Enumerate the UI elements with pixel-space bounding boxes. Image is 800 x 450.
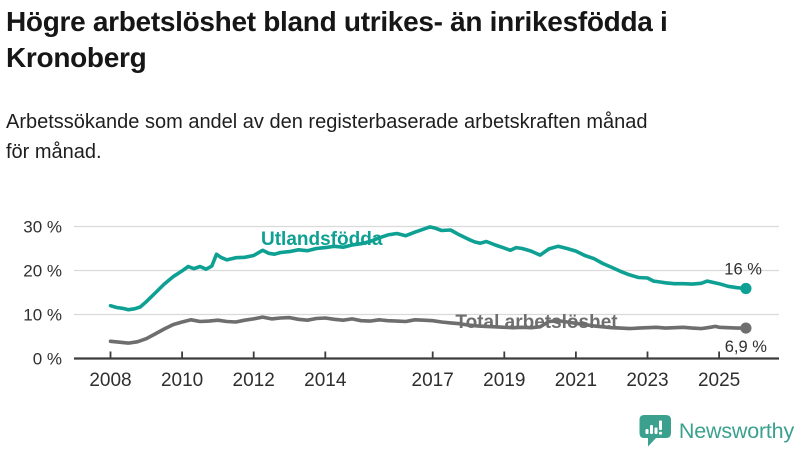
y-tick-label-20: 20 % <box>23 262 62 281</box>
y-tick-label-30: 30 % <box>23 218 62 237</box>
newsworthy-wordmark: Newsworthy <box>678 418 794 443</box>
series-label-total: Total arbetslöshet <box>455 312 618 333</box>
x-tick-label-2025: 2025 <box>698 370 740 391</box>
x-tick-label-2012: 2012 <box>233 370 275 391</box>
series-line-utlandsfodda <box>108 225 748 312</box>
x-tick-label-2010: 2010 <box>161 370 203 391</box>
x-tick-label-2021: 2021 <box>555 370 597 391</box>
x-tick-label-2014: 2014 <box>304 370 347 391</box>
y-tick-label-10: 10 % <box>23 306 62 325</box>
title-line-2: Kronoberg <box>6 41 147 73</box>
x-tick-label-2023: 2023 <box>626 370 668 391</box>
series-end-dot-total <box>740 322 752 334</box>
x-tick-label-2019: 2019 <box>483 370 525 391</box>
chart-subtitle: Arbetssökande som andel av den registerb… <box>6 107 798 167</box>
x-tick-label-2008: 2008 <box>89 370 131 391</box>
unemployment-line-chart: 2008 2010 2012 2014 2017 2019 2021 2023 2025 0 % 1… <box>23 218 779 391</box>
page-title: Högre arbetslöshet bland utrikes- än inr… <box>6 4 798 76</box>
series-end-dot-utlandsfodda <box>740 282 752 295</box>
end-value-label-utlandsfodda: 16 % <box>724 261 762 279</box>
y-tick-label-0: 0 % <box>33 350 62 369</box>
subtitle-line-2: för månad. <box>6 141 102 163</box>
newsworthy-logo-icon <box>639 415 671 447</box>
subtitle-line-1: Arbetssökande som andel av den registerb… <box>6 111 648 133</box>
end-value-label-total: 6,9 % <box>725 338 768 356</box>
newsworthy-logo: Newsworthy <box>639 414 794 448</box>
series-line-total <box>108 315 748 345</box>
series-label-utlandsfodda: Utlandsfödda <box>261 229 383 250</box>
title-line-1: Högre arbetslöshet bland utrikes- än inr… <box>6 6 668 37</box>
x-tick-label-2017: 2017 <box>412 370 454 391</box>
